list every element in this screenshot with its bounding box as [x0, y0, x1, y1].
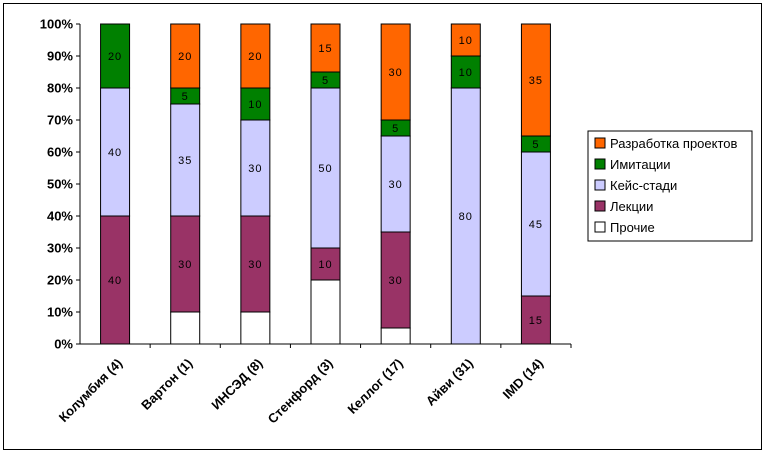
- y-tick-label: 70%: [47, 113, 73, 128]
- bar-data-label: 45: [529, 219, 543, 231]
- legend-label: Прочие: [610, 220, 655, 235]
- x-tick-label: ИНСЭД (8): [208, 356, 265, 413]
- y-tick-label: 60%: [47, 145, 73, 160]
- bar-data-label: 15: [318, 43, 332, 55]
- y-tick-label: 90%: [47, 49, 73, 64]
- bar-data-label: 5: [532, 139, 539, 151]
- bar-segment: [380, 23, 411, 121]
- x-tick-label: IMD (14): [500, 356, 546, 402]
- bar-segment: [170, 103, 201, 217]
- y-tick-label: 10%: [47, 305, 73, 320]
- bar-data-label: 5: [182, 91, 189, 103]
- bar-segment: [100, 87, 131, 217]
- bar-data-label: 30: [389, 179, 403, 191]
- bar-data-label: 50: [318, 163, 332, 175]
- bar-data-label: 30: [389, 275, 403, 287]
- bar-segment: [170, 215, 201, 313]
- bar-segment: [310, 247, 341, 281]
- bar-segment: [170, 311, 201, 345]
- bar-data-label: 30: [248, 259, 262, 271]
- bar-data-label: 80: [459, 211, 473, 223]
- bar-segment: [100, 215, 131, 345]
- bar-data-label: 20: [178, 51, 192, 63]
- bar-data-label: 40: [108, 275, 122, 287]
- bar-segment: [240, 87, 271, 121]
- bar-segment: [100, 23, 131, 89]
- y-tick-label: 40%: [47, 209, 73, 224]
- bar-segment: [310, 87, 341, 249]
- legend-label: Лекции: [610, 199, 653, 214]
- bar-data-label: 20: [108, 51, 122, 63]
- y-tick-label: 20%: [47, 273, 73, 288]
- y-tick-label: 100%: [40, 17, 74, 32]
- bar-data-label: 35: [529, 75, 543, 87]
- legend-swatch: [594, 137, 606, 149]
- legend-swatch: [594, 200, 606, 212]
- bar-segment: [310, 279, 341, 345]
- bar-segment: [380, 327, 411, 345]
- legend-label: Кейс-стади: [610, 178, 677, 193]
- bar-data-label: 35: [178, 155, 192, 167]
- bar-segment: [310, 23, 341, 73]
- legend-box: [587, 130, 753, 242]
- bar-segment: [520, 23, 551, 137]
- bar-segment: [450, 23, 481, 57]
- y-tick-label: 30%: [47, 241, 73, 256]
- bar-data-label: 10: [459, 67, 473, 79]
- bar-segment: [170, 23, 201, 89]
- x-tick-label: Айви (31): [423, 356, 476, 409]
- bar-segment: [240, 311, 271, 345]
- bar-data-label: 30: [389, 67, 403, 79]
- x-tick-label: Колумбия (4): [56, 356, 125, 425]
- bar-data-label: 5: [392, 123, 399, 135]
- bar-data-label: 30: [248, 163, 262, 175]
- legend-label: Имитации: [610, 157, 671, 172]
- bar-data-label: 10: [459, 35, 473, 47]
- bar-segment: [240, 119, 271, 217]
- x-tick-label: Стенфорд (3): [265, 356, 336, 427]
- x-tick-label: Вартон (1): [138, 356, 195, 413]
- bar-data-label: 40: [108, 147, 122, 159]
- legend-label: Разработка проектов: [610, 136, 738, 151]
- legend-swatch: [594, 221, 606, 233]
- bar-data-label: 5: [322, 75, 329, 87]
- bar-segment: [520, 295, 551, 345]
- legend-swatch: [594, 158, 606, 170]
- bar-segment: [520, 151, 551, 297]
- bar-data-label: 10: [318, 259, 332, 271]
- bar-data-label: 10: [248, 99, 262, 111]
- bar-data-label: 15: [529, 315, 543, 327]
- y-tick-label: 80%: [47, 81, 73, 96]
- y-tick-label: 0%: [54, 337, 73, 352]
- bar-data-label: 20: [248, 51, 262, 63]
- bar-segment: [240, 23, 271, 89]
- y-tick-label: 50%: [47, 177, 73, 192]
- bar-data-label: 30: [178, 259, 192, 271]
- x-tick-label: Келлог (17): [345, 356, 406, 417]
- legend-swatch: [594, 179, 606, 191]
